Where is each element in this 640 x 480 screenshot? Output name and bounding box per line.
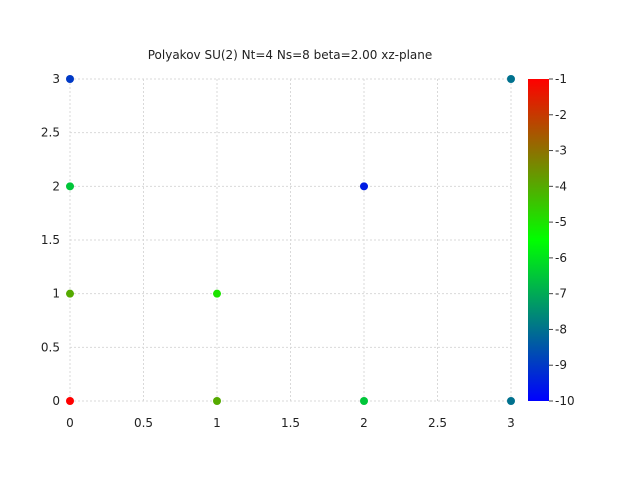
y-tick-label: 0 [52,394,60,408]
data-point [360,397,368,405]
x-tick-label: 0 [66,416,74,430]
colorbar-tick-label: -7 [555,287,567,301]
y-tick-label: 2.5 [41,126,60,140]
y-tick-label: 0.5 [41,340,60,354]
data-point [360,182,368,191]
colorbar-ticks: -1 -2 -3 -4 -5 -6 -7 -8 -9 -10 [549,72,575,408]
x-tick-label: 1.5 [281,416,300,430]
y-tick-label: 2 [52,179,60,193]
data-point [66,182,74,191]
colorbar-tick-label: -8 [555,322,567,336]
x-axis-ticks: 0 0.5 1 1.5 2 2.5 3 [66,416,515,430]
data-point [213,397,221,405]
grid [69,78,512,402]
data-point [213,289,221,298]
colorbar-tick-label: -3 [555,144,567,158]
data-point [507,397,515,405]
colorbar-tick-label: -1 [555,72,567,86]
y-tick-label: 1.5 [41,233,60,247]
colorbar-tick-label: -2 [555,108,567,122]
colorbar-tick-label: -5 [555,215,567,229]
data-point [66,289,74,298]
data-point [66,75,74,83]
colorbar-tick-label: -9 [555,358,567,372]
data-point [507,75,515,83]
x-tick-label: 0.5 [134,416,153,430]
colorbar [528,79,549,401]
x-tick-label: 3 [507,416,515,430]
colorbar-tick-label: -10 [555,394,575,408]
x-tick-label: 2.5 [428,416,447,430]
x-tick-label: 1 [213,416,221,430]
x-tick-label: 2 [360,416,368,430]
colorbar-tick-label: -4 [555,179,567,193]
colorbar-tick-label: -6 [555,251,567,265]
data-point [66,397,74,405]
y-tick-label: 1 [52,287,60,301]
data-points [66,75,515,405]
y-tick-label: 3 [52,72,60,86]
chart-title: Polyakov SU(2) Nt=4 Ns=8 beta=2.00 xz-pl… [148,48,433,62]
y-axis-ticks: 0 0.5 1 1.5 2 2.5 3 [41,72,60,408]
